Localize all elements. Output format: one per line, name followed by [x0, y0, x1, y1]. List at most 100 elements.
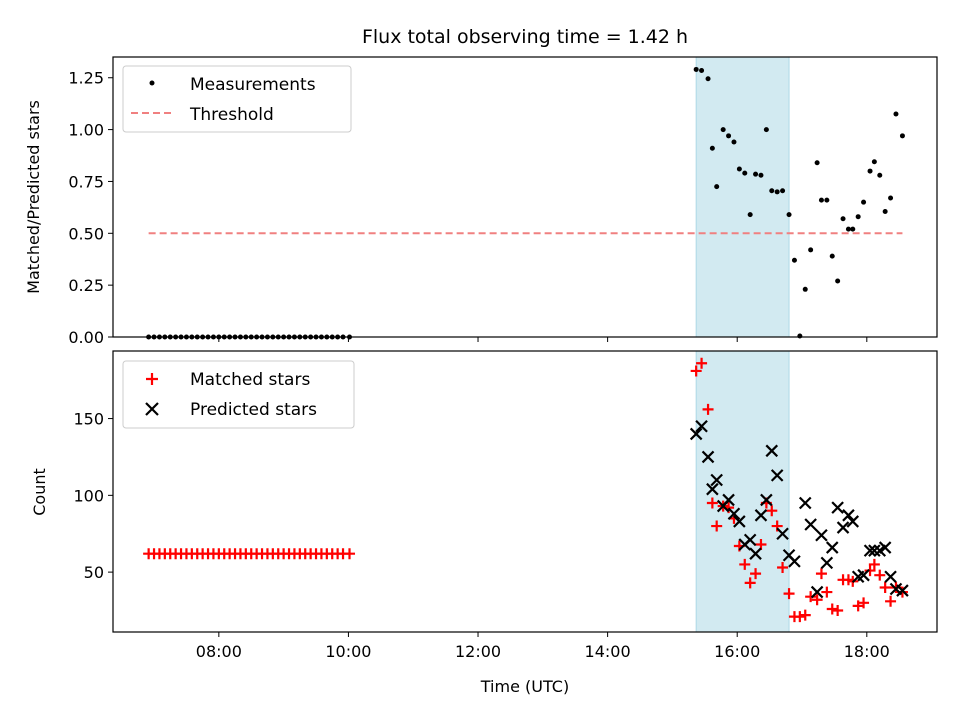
measurement-point: [899, 133, 905, 139]
predicted-star-point: [884, 570, 897, 583]
predicted-star-point: [776, 527, 789, 541]
measurement-point: [699, 67, 705, 73]
matched-star-point: [811, 594, 823, 606]
predicted-star-point: [743, 533, 757, 547]
matched-star-point: [885, 595, 897, 607]
bottom-y-ticks: 50 100 150: [73, 410, 113, 582]
measurement-point: [814, 160, 820, 166]
measurement-point: [871, 159, 877, 165]
matched-star-point: [706, 497, 718, 509]
predicted-star-point: [770, 469, 784, 482]
predicted-star-point: [695, 419, 708, 433]
predicted-star-point: [760, 493, 773, 507]
measurement-point: [731, 139, 737, 145]
top-panel: 0.00 0.25 0.50 0.75 1.00 1.25 Matched/Predict…: [24, 56, 938, 347]
measurement-point: [747, 212, 753, 218]
legend-predicted-marker: [145, 402, 159, 416]
x-tick-label: 08:00: [196, 642, 242, 661]
matched-star-point: [832, 605, 844, 617]
predicted-stars-points: [689, 419, 909, 599]
bottom-shaded-span: [695, 350, 790, 633]
legend-matched-label: Matched stars: [190, 370, 310, 390]
predicted-star-point: [863, 544, 877, 557]
matched-star-point: [750, 568, 762, 580]
bottom-x-ticks: 08:00 10:00 12:00 14:00 16:00 18:00: [196, 632, 890, 661]
x-tick-label: 18:00: [844, 642, 890, 661]
y-tick-label: 0.50: [68, 224, 104, 243]
measurement-point: [808, 247, 814, 253]
predicted-star-point: [754, 509, 768, 522]
predicted-star-point: [836, 521, 850, 534]
legend-threshold-label: Threshold: [189, 105, 274, 125]
bottom-axes-frame: [112, 350, 938, 633]
measurement-point: [720, 127, 726, 133]
matched-star-point: [864, 565, 876, 577]
measurement-point: [829, 253, 835, 259]
measurement-point: [709, 145, 715, 151]
matched-star-point: [794, 611, 806, 623]
measurement-point: [835, 278, 841, 284]
predicted-star-point: [815, 528, 828, 542]
measurement-point: [797, 333, 803, 339]
top-x-ticks: [218, 337, 868, 342]
measurement-point: [763, 127, 769, 133]
matched-star-point: [783, 588, 795, 600]
predicted-star-point: [722, 493, 735, 507]
measurement-point: [742, 170, 748, 176]
measurement-point: [758, 172, 764, 178]
matched-star-point: [766, 505, 778, 517]
measurement-point: [693, 66, 699, 72]
measurement-point: [791, 257, 797, 263]
y-tick-label: 1.25: [68, 69, 104, 88]
matched-star-point: [711, 520, 723, 532]
matched-star-point: [696, 357, 708, 369]
y-tick-label: 150: [73, 410, 104, 429]
measurement-point: [882, 209, 888, 215]
measurement-point: [818, 197, 824, 203]
bottom-legend-box: [122, 360, 355, 429]
predicted-star-point: [831, 501, 844, 514]
predicted-star-point: [706, 482, 719, 496]
predicted-star-point: [846, 515, 860, 528]
measurement-point: [786, 212, 792, 218]
top-legend-box: [122, 65, 352, 133]
predicted-star-point: [733, 515, 746, 528]
measurement-point: [867, 168, 873, 174]
matched-star-point: [739, 558, 751, 570]
legend-measurements-marker: [149, 80, 155, 86]
predicted-star-point: [810, 585, 824, 599]
measurement-point: [769, 188, 775, 194]
x-axis-label: Time (UTC): [480, 677, 569, 696]
predicted-star-point: [689, 427, 703, 441]
matched-star-point: [874, 569, 886, 581]
matched-star-point: [777, 562, 789, 574]
y-tick-label: 50: [84, 563, 104, 582]
measurement-point: [780, 188, 786, 194]
top-axes-frame: [112, 56, 938, 338]
top-shaded-span: [695, 56, 790, 338]
measurement-point: [705, 76, 711, 82]
measurement-point: [840, 216, 846, 222]
y-tick-label: 1.00: [68, 121, 104, 140]
y-tick-label: 0.00: [68, 328, 104, 347]
measurement-point: [736, 166, 742, 172]
measurement-point: [774, 189, 780, 195]
matched-star-point: [744, 577, 756, 589]
matched-star-point: [821, 586, 833, 598]
predicted-star-point: [857, 568, 870, 582]
matched-star-point: [868, 558, 880, 570]
predicted-star-point: [825, 541, 839, 554]
chart-title: Flux total observing time = 1.42 h: [362, 26, 688, 48]
bottom-y-axis-label: Count: [30, 468, 49, 516]
measurement-point: [888, 195, 894, 201]
measurement-point: [877, 172, 883, 178]
matched-star-point: [690, 365, 702, 377]
predicted-star-point: [727, 507, 741, 521]
predicted-star-point: [788, 555, 801, 568]
matched-star-point: [344, 548, 356, 560]
bottom-legend: Matched stars Predicted stars: [122, 360, 355, 429]
legend-predicted-label: Predicted stars: [190, 400, 317, 420]
matched-star-point: [858, 597, 870, 609]
